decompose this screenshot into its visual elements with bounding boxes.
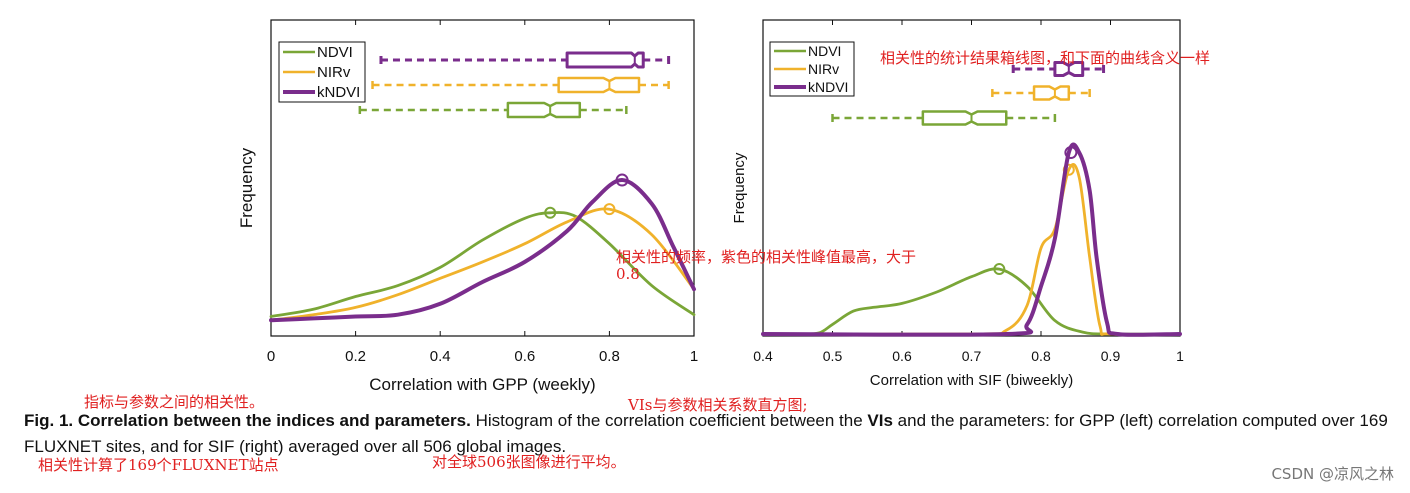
annotation-sites-note: 相关性计算了169个FLUXNET站点	[38, 456, 279, 474]
legend-label-ndvi: NDVI	[317, 44, 353, 61]
x-tick-label: 0.4	[430, 348, 451, 365]
box-ndvi	[506, 101, 582, 119]
peak-marker-nirv	[603, 203, 616, 216]
gpp-correlation-panel: 0 0.2 0.4 0.6 0.8 1 Correlation with GPP (week…	[237, 19, 698, 394]
x-tick-label: 1	[1176, 348, 1184, 364]
x-tick-label: 0.8	[1031, 348, 1051, 364]
annotation-frequency-note-2: 0.8	[616, 265, 640, 283]
x-tick-label: 0.5	[823, 348, 843, 364]
x-tick-label: 0.7	[962, 348, 982, 364]
x-tick-label: 0.2	[345, 348, 366, 365]
curve-nirv	[269, 207, 696, 322]
figure-caption: Fig. 1. Correlation between the indices …	[24, 408, 1404, 460]
box-ndvi	[921, 110, 1008, 126]
x-tick-label: 0.9	[1101, 348, 1121, 364]
caption-bold-vis: VIs	[867, 411, 893, 430]
curve-ndvi	[269, 211, 696, 318]
x-tick-label: 1	[690, 348, 698, 365]
y-axis-label: Frequency	[237, 147, 256, 228]
x-tick-label: 0.6	[892, 348, 912, 364]
sif-correlation-panel: 0.4 0.5 0.6 0.7 0.8 0.9 1 Correlation with SIF …	[731, 19, 1184, 389]
x-tick-label: 0.4	[753, 348, 773, 364]
box-nirv	[557, 76, 641, 94]
y-axis-label: Frequency	[731, 152, 748, 223]
annotation-indices-note: 指标与参数之间的相关性。	[84, 393, 265, 411]
curve-kndvi	[761, 142, 1182, 337]
annotation-global-note: 对全球506张图像进行平均。	[432, 453, 626, 471]
x-axis-label: Correlation with SIF (biweekly)	[870, 372, 1073, 389]
watermark: CSDN @凉风之林	[1271, 465, 1394, 483]
legend-label-ndvi: NDVI	[808, 43, 841, 59]
legend-label-nirv: NIRv	[808, 61, 839, 77]
caption-fig-label: Fig. 1. Correlation between the indices …	[24, 411, 471, 430]
box-kndvi	[565, 51, 645, 69]
plot-frame	[270, 19, 695, 337]
caption-text-1: Histogram of the correlation coefficient…	[470, 411, 868, 430]
peak-marker-ndvi	[993, 263, 1006, 276]
box-nirv	[1032, 85, 1071, 101]
x-tick-label: 0.6	[514, 348, 535, 365]
x-axis-label: Correlation with GPP (weekly)	[369, 375, 595, 394]
legend-label-kndvi: kNDVI	[317, 84, 360, 101]
legend-label-nirv: NIRv	[317, 64, 351, 81]
curve-kndvi	[269, 177, 696, 323]
legend-label-kndvi: kNDVI	[808, 79, 848, 95]
caption-text-2: and the parameters: for GPP (left) corre…	[24, 411, 1388, 456]
x-tick-label: 0	[267, 348, 275, 365]
figure-canvas: 0 0.2 0.4 0.6 0.8 1 Correlation with GPP (week…	[237, 19, 1184, 394]
peak-marker-kndvi	[615, 173, 629, 187]
peak-marker-ndvi	[544, 206, 557, 219]
curve-ndvi	[761, 267, 1182, 336]
x-tick-label: 0.8	[599, 348, 620, 365]
annotation-boxplot-note: 相关性的统计结果箱线图，和下面的曲线含义一样	[880, 49, 1211, 67]
peak-marker-kndvi	[1064, 146, 1078, 160]
annotation-vis-note: VIs与参数相关系数直方图;	[628, 396, 808, 414]
annotation-frequency-note-1: 相关性的频率，紫色的相关性峰值最高，大于	[616, 248, 917, 266]
